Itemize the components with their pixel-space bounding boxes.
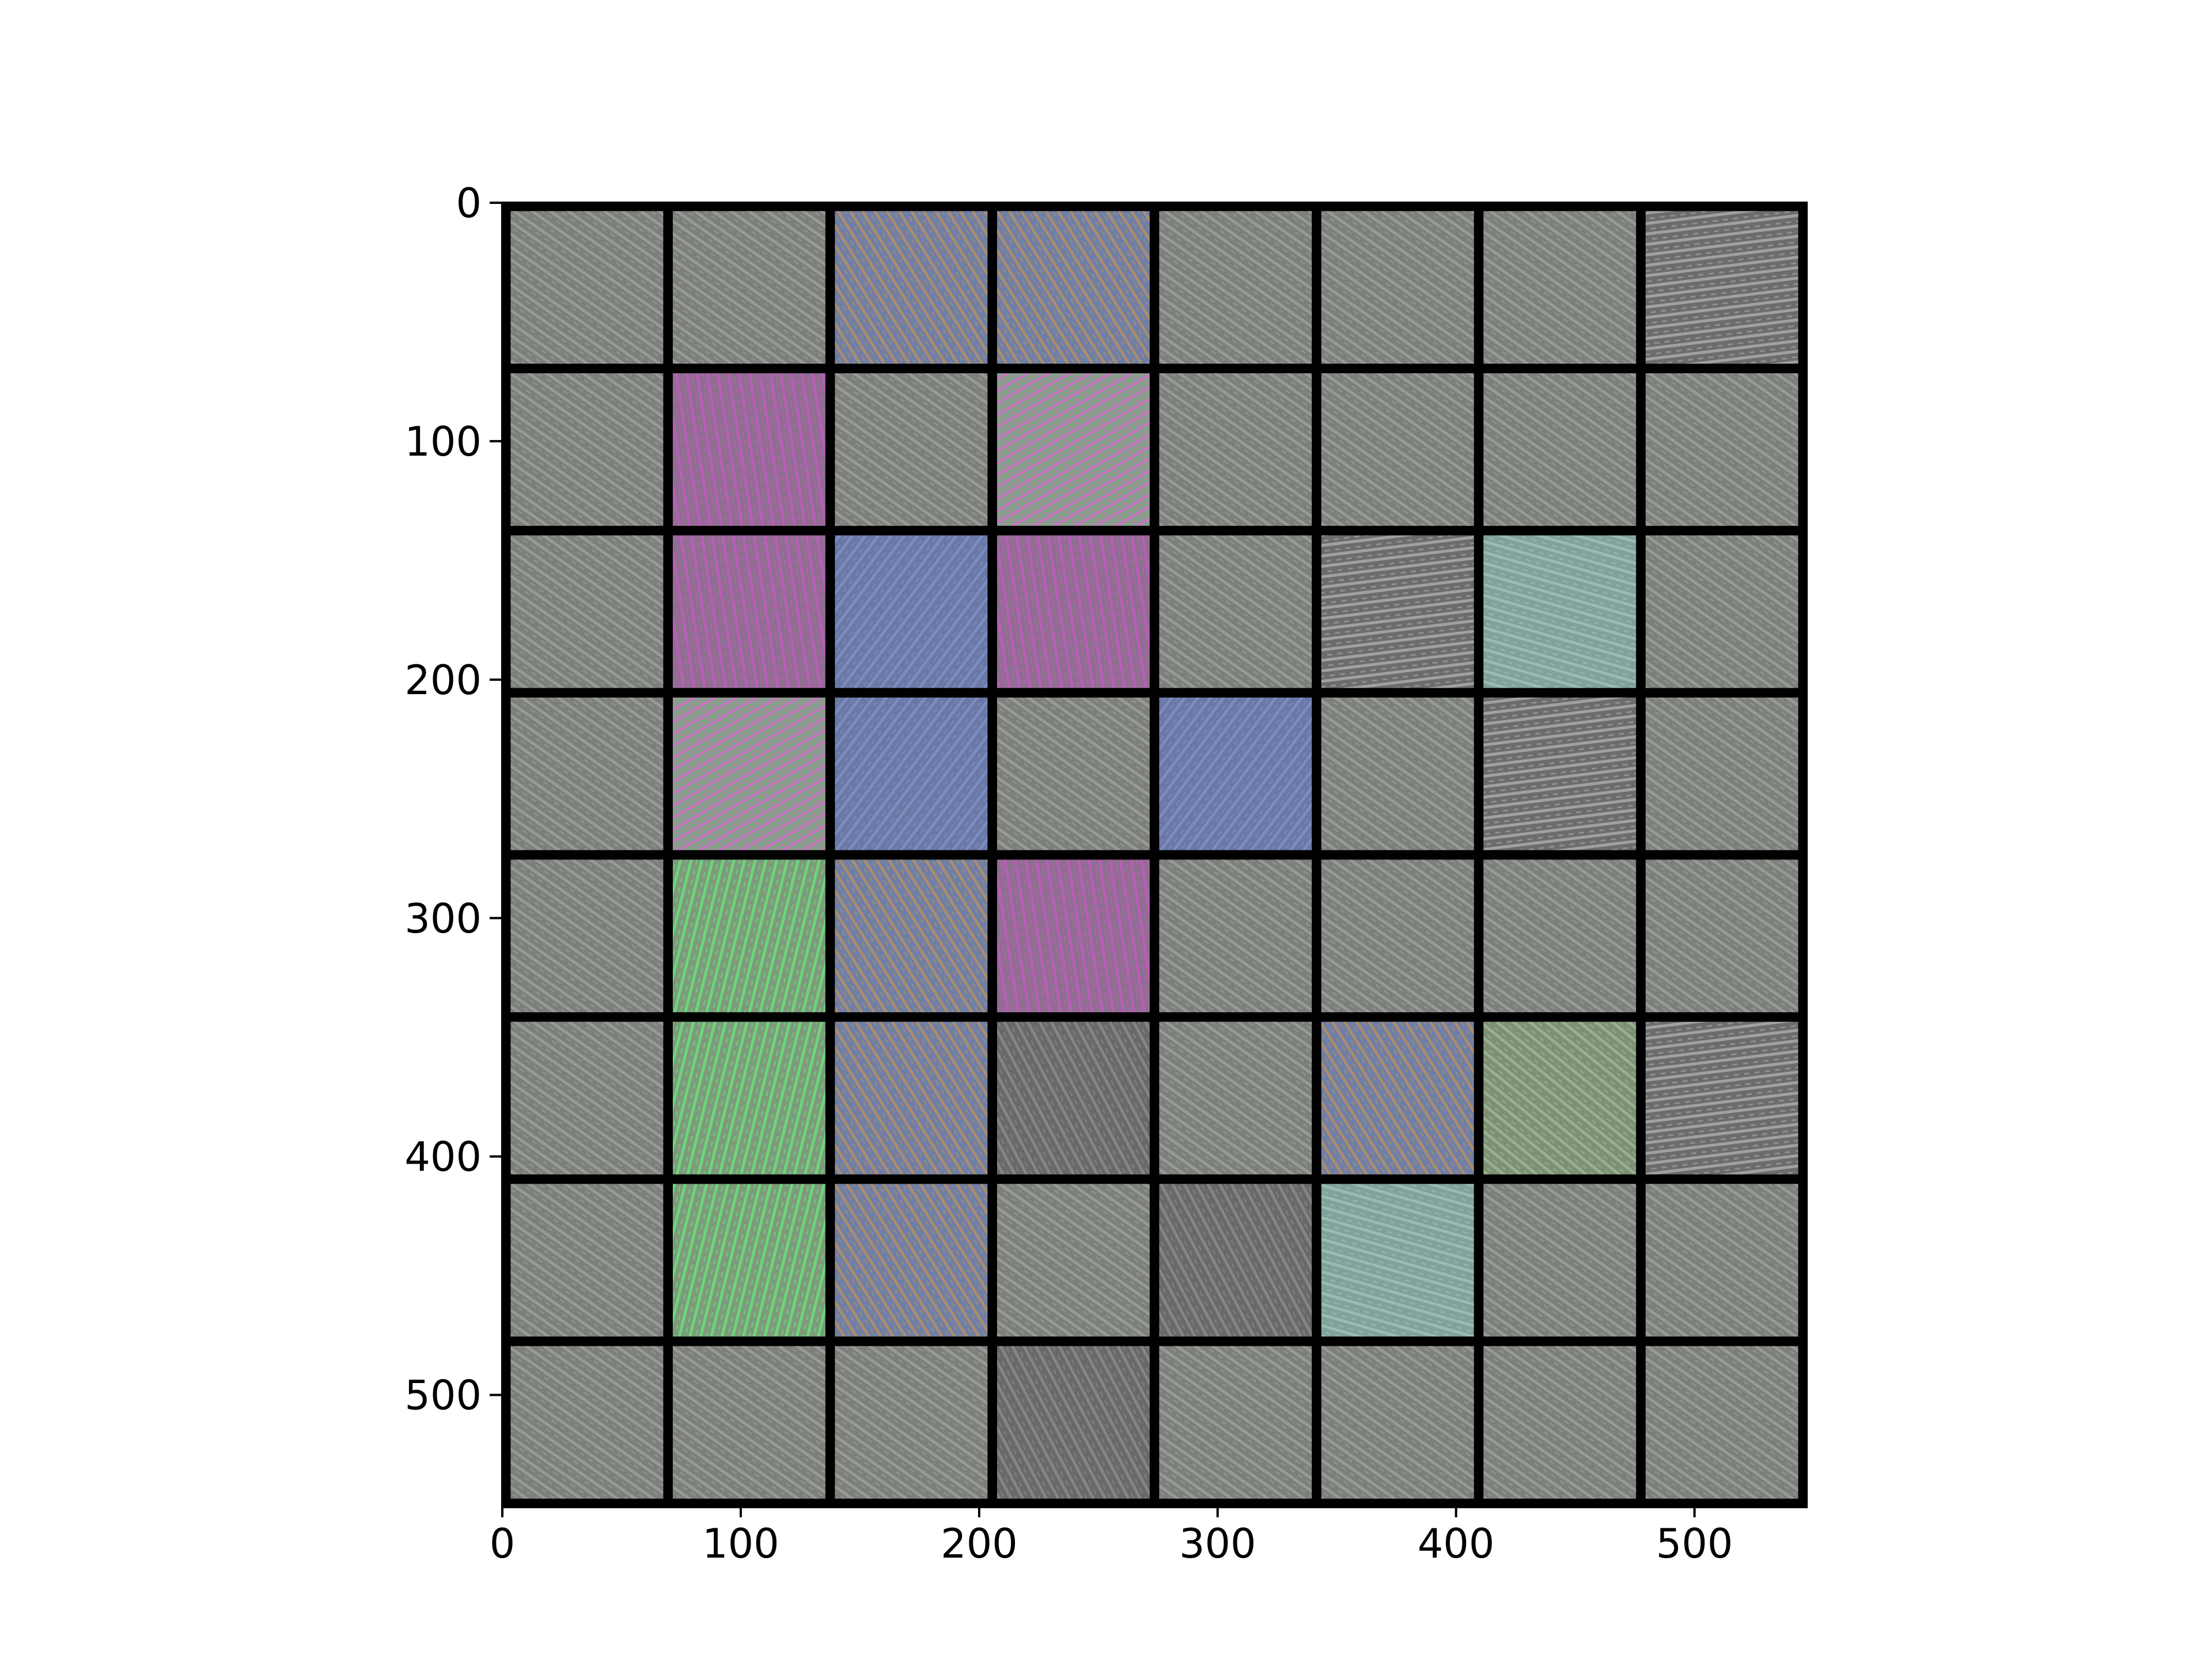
tile-r0-c2 [835, 211, 988, 364]
tile-r7-c6 [1483, 1346, 1637, 1499]
y-tick-label-5: 500 [404, 1372, 482, 1419]
tile-r7-c2 [835, 1346, 988, 1499]
tile-r4-c7 [1645, 859, 1798, 1013]
tile-r1-c4 [1159, 373, 1312, 526]
tile-r7-c0 [510, 1346, 664, 1499]
tile-r4-c2 [835, 859, 988, 1013]
tile-r4-c4 [1159, 859, 1312, 1013]
tile-r0-c0 [510, 211, 664, 364]
tile-r5-c0 [510, 1021, 664, 1175]
tile-r2-c7 [1645, 535, 1798, 688]
tile-r4-c0 [510, 859, 664, 1013]
tile-r5-c5 [1321, 1021, 1474, 1175]
tile-r1-c2 [835, 373, 988, 526]
tile-r1-c6 [1483, 373, 1637, 526]
y-tick-label-1: 100 [404, 418, 482, 465]
tile-r6-c3 [997, 1184, 1150, 1337]
tile-r3-c0 [510, 697, 664, 850]
tile-r5-c7 [1645, 1021, 1798, 1175]
tile-r0-c1 [672, 211, 825, 364]
tile-r4-c3 [997, 859, 1150, 1013]
tile-r7-c7 [1645, 1346, 1798, 1499]
tile-r5-c2 [835, 1021, 988, 1175]
tile-r7-c1 [672, 1346, 825, 1499]
x-tick-label-2: 200 [941, 1520, 1018, 1567]
tile-r7-c5 [1321, 1346, 1474, 1499]
tile-r6-c0 [510, 1184, 664, 1337]
tile-r3-c7 [1645, 697, 1798, 850]
tile-r1-c0 [510, 373, 664, 526]
tile-r6-c6 [1483, 1184, 1637, 1337]
tile-r2-c0 [510, 535, 664, 688]
tile-r4-c5 [1321, 859, 1474, 1013]
tile-r2-c2 [835, 535, 988, 688]
tile-r6-c2 [835, 1184, 988, 1337]
tile-r0-c3 [997, 211, 1150, 364]
tile-r3-c1 [672, 697, 825, 850]
tile-r5-c6 [1483, 1021, 1637, 1175]
x-tick-label-5: 500 [1656, 1520, 1733, 1567]
tile-r2-c5 [1321, 535, 1474, 688]
tile-r5-c4 [1159, 1021, 1312, 1175]
tile-r1-c1 [672, 373, 825, 526]
tile-r5-c3 [997, 1021, 1150, 1175]
tile-r7-c4 [1159, 1346, 1312, 1499]
tile-r6-c5 [1321, 1184, 1474, 1337]
tile-r0-c5 [1321, 211, 1474, 364]
tile-r3-c3 [997, 697, 1150, 850]
tile-r2-c4 [1159, 535, 1312, 688]
tile-r2-c1 [672, 535, 825, 688]
y-tick-label-2: 200 [404, 657, 482, 704]
tile-r6-c7 [1645, 1184, 1798, 1337]
tile-r1-c3 [997, 373, 1150, 526]
tile-r3-c5 [1321, 697, 1474, 850]
tile-r0-c4 [1159, 211, 1312, 364]
x-tick-label-1: 100 [702, 1520, 779, 1567]
tile-r2-c3 [997, 535, 1150, 688]
axes-frame [501, 202, 1805, 1506]
y-tick-label-4: 400 [404, 1134, 482, 1181]
tile-r4-c1 [672, 859, 825, 1013]
tile-r6-c4 [1159, 1184, 1312, 1337]
tile-r2-c6 [1483, 535, 1637, 688]
tile-r3-c6 [1483, 697, 1637, 850]
tile-r3-c2 [835, 697, 988, 850]
tile-r0-c7 [1645, 211, 1798, 364]
tile-r0-c6 [1483, 211, 1637, 364]
tile-r7-c3 [997, 1346, 1150, 1499]
x-tick-label-4: 400 [1418, 1520, 1495, 1567]
y-tick-label-3: 300 [404, 895, 482, 942]
y-axis: 0 100 200 300 400 500 [404, 180, 502, 1419]
tile-r1-c5 [1321, 373, 1474, 526]
plot-area [501, 201, 1808, 1509]
x-axis: 0 100 200 300 400 500 [490, 1505, 1733, 1567]
tile-r4-c6 [1483, 859, 1637, 1013]
tile-r6-c1 [672, 1184, 825, 1337]
x-tick-label-0: 0 [490, 1520, 516, 1567]
x-tick-label-3: 300 [1179, 1520, 1256, 1567]
tile-r1-c7 [1645, 373, 1798, 526]
y-tick-label-0: 0 [456, 180, 482, 227]
tile-r3-c4 [1159, 697, 1312, 850]
tile-r5-c1 [672, 1021, 825, 1175]
